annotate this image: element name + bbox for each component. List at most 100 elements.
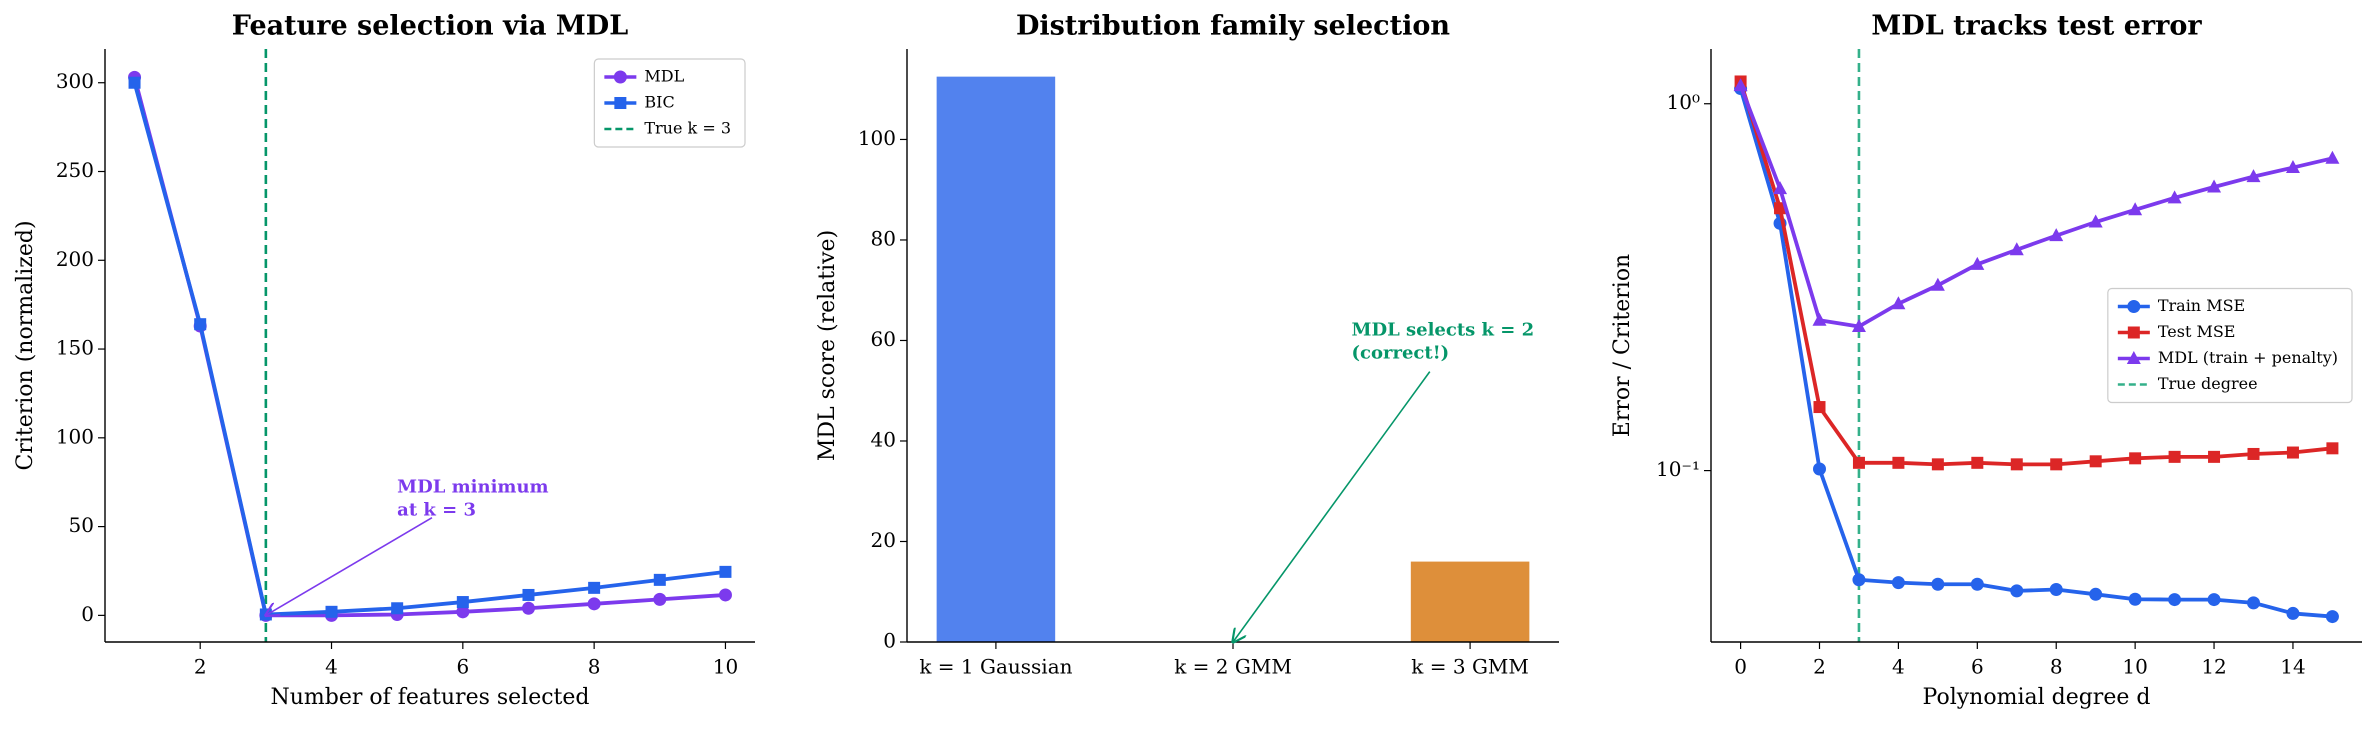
marker-circle — [2010, 584, 2024, 598]
series-line — [132, 76, 726, 618]
marker-square — [194, 318, 207, 331]
x-tick-label: 2 — [194, 655, 207, 679]
marker-triangle — [2167, 190, 2182, 204]
y-tick-label: 300 — [56, 69, 94, 93]
marker-square — [2247, 447, 2260, 460]
marker-circle — [1852, 573, 1866, 587]
annotation-line: MDL minimum — [397, 477, 548, 498]
x-tick-label: 4 — [1892, 655, 1905, 679]
series-line — [1738, 88, 2333, 619]
annotation: MDL selects k = 2 (correct!) — [1352, 319, 1535, 363]
y-tick-label: 150 — [56, 336, 94, 360]
x-tick-label: 6 — [1971, 655, 1984, 679]
x-axis-label: Polynomial degree d — [1923, 685, 2151, 710]
marker-triangle — [2088, 214, 2103, 228]
x-tick-label: 14 — [2280, 655, 2305, 679]
marker-triangle — [2049, 228, 2064, 242]
legend: MDL BIC True k = 3 — [593, 58, 746, 148]
legend-marker — [613, 70, 627, 84]
series-line — [1738, 85, 2333, 329]
legend-label: True degree — [2158, 374, 2258, 393]
y-tick-label: 10⁰ — [1667, 90, 1700, 114]
legend-label: MDL — [644, 67, 684, 86]
marker-triangle — [1851, 319, 1866, 333]
marker-square — [653, 573, 666, 586]
marker-circle — [1931, 577, 1945, 591]
y-tick-label: 200 — [56, 247, 94, 271]
series-line — [1738, 80, 2333, 467]
marker-triangle — [2009, 242, 2024, 256]
series-line — [132, 82, 726, 617]
legend-label: Train MSE — [2158, 296, 2245, 315]
marker-square — [2286, 446, 2299, 459]
y-tick-label: 10⁻¹ — [1656, 457, 1700, 481]
legend-marker — [2127, 326, 2140, 339]
marker-circle — [1891, 576, 1905, 590]
annotation-arrow — [266, 517, 433, 616]
legend-marker — [614, 97, 627, 109]
marker-triangle — [1930, 277, 1945, 291]
marker-circle — [2049, 583, 2063, 597]
legend-label: True k = 3 — [644, 119, 731, 138]
marker-square — [1892, 456, 1905, 469]
marker-circle — [2207, 593, 2221, 607]
annotation-line: at k = 3 — [397, 500, 476, 521]
marker-circle — [1970, 577, 1984, 591]
marker-triangle — [2285, 160, 2300, 174]
x-tick-label: 6 — [456, 655, 469, 679]
legend-box — [593, 58, 746, 148]
y-tick-label: 100 — [56, 424, 94, 448]
x-tick-label: 4 — [325, 655, 338, 679]
marker-triangle — [1773, 181, 1788, 195]
marker-circle — [456, 605, 470, 619]
y-tick-label: 0 — [81, 602, 94, 626]
marker-square — [2208, 450, 2221, 463]
marker-square — [1971, 456, 1984, 469]
bar — [936, 76, 1056, 642]
legend-marker — [2126, 351, 2141, 364]
annotation-arrow — [1233, 371, 1431, 642]
legend-marker — [2127, 300, 2141, 313]
marker-square — [2326, 442, 2339, 455]
marker-triangle — [1891, 296, 1906, 310]
y-tick-label: 100 — [858, 126, 896, 150]
legend-label: MDL (train + penalty) — [2158, 348, 2338, 367]
marker-square — [2050, 458, 2063, 471]
marker-square — [2089, 455, 2102, 468]
marker-square — [2168, 450, 2181, 463]
x-tick-label: 8 — [588, 655, 601, 679]
legend-label: BIC — [644, 93, 674, 112]
x-tick-label: 8 — [2050, 655, 2063, 679]
y-tick-label: 0 — [883, 629, 896, 653]
marker-square — [588, 581, 601, 594]
chart-title: MDL tracks test error — [1871, 11, 2202, 42]
y-axis-label: Error / Criterion — [1610, 254, 1635, 437]
marker-triangle — [2207, 179, 2222, 193]
marker-square — [1852, 456, 1865, 469]
marker-circle — [2168, 593, 2182, 607]
chart-title: Feature selection via MDL — [232, 11, 628, 42]
marker-square — [2010, 458, 2023, 471]
x-tick-label: k = 1 Gaussian — [919, 655, 1072, 679]
annotation-line: (correct!) — [1352, 342, 1450, 363]
x-tick-label: k = 2 GMM — [1174, 655, 1292, 679]
marker-triangle — [1812, 312, 1827, 326]
x-axis-label: Number of features selected — [270, 685, 589, 710]
y-tick-label: 50 — [69, 513, 94, 537]
y-tick-label: 250 — [56, 158, 94, 182]
marker-circle — [1813, 462, 1826, 476]
marker-triangle — [1733, 78, 1748, 92]
marker-circle — [653, 592, 667, 606]
marker-square — [325, 605, 338, 618]
marker-square — [391, 602, 404, 615]
marker-triangle — [2128, 202, 2143, 216]
y-axis-label: Criterion (normalized) — [13, 220, 38, 470]
marker-triangle — [2246, 169, 2261, 183]
marker-square — [2129, 452, 2142, 465]
annotation: MDL minimum at k = 3 — [397, 477, 548, 521]
bar — [1410, 561, 1530, 642]
marker-square — [1931, 458, 1944, 471]
marker-circle — [2128, 592, 2142, 606]
annotation-line: MDL selects k = 2 — [1352, 319, 1535, 340]
